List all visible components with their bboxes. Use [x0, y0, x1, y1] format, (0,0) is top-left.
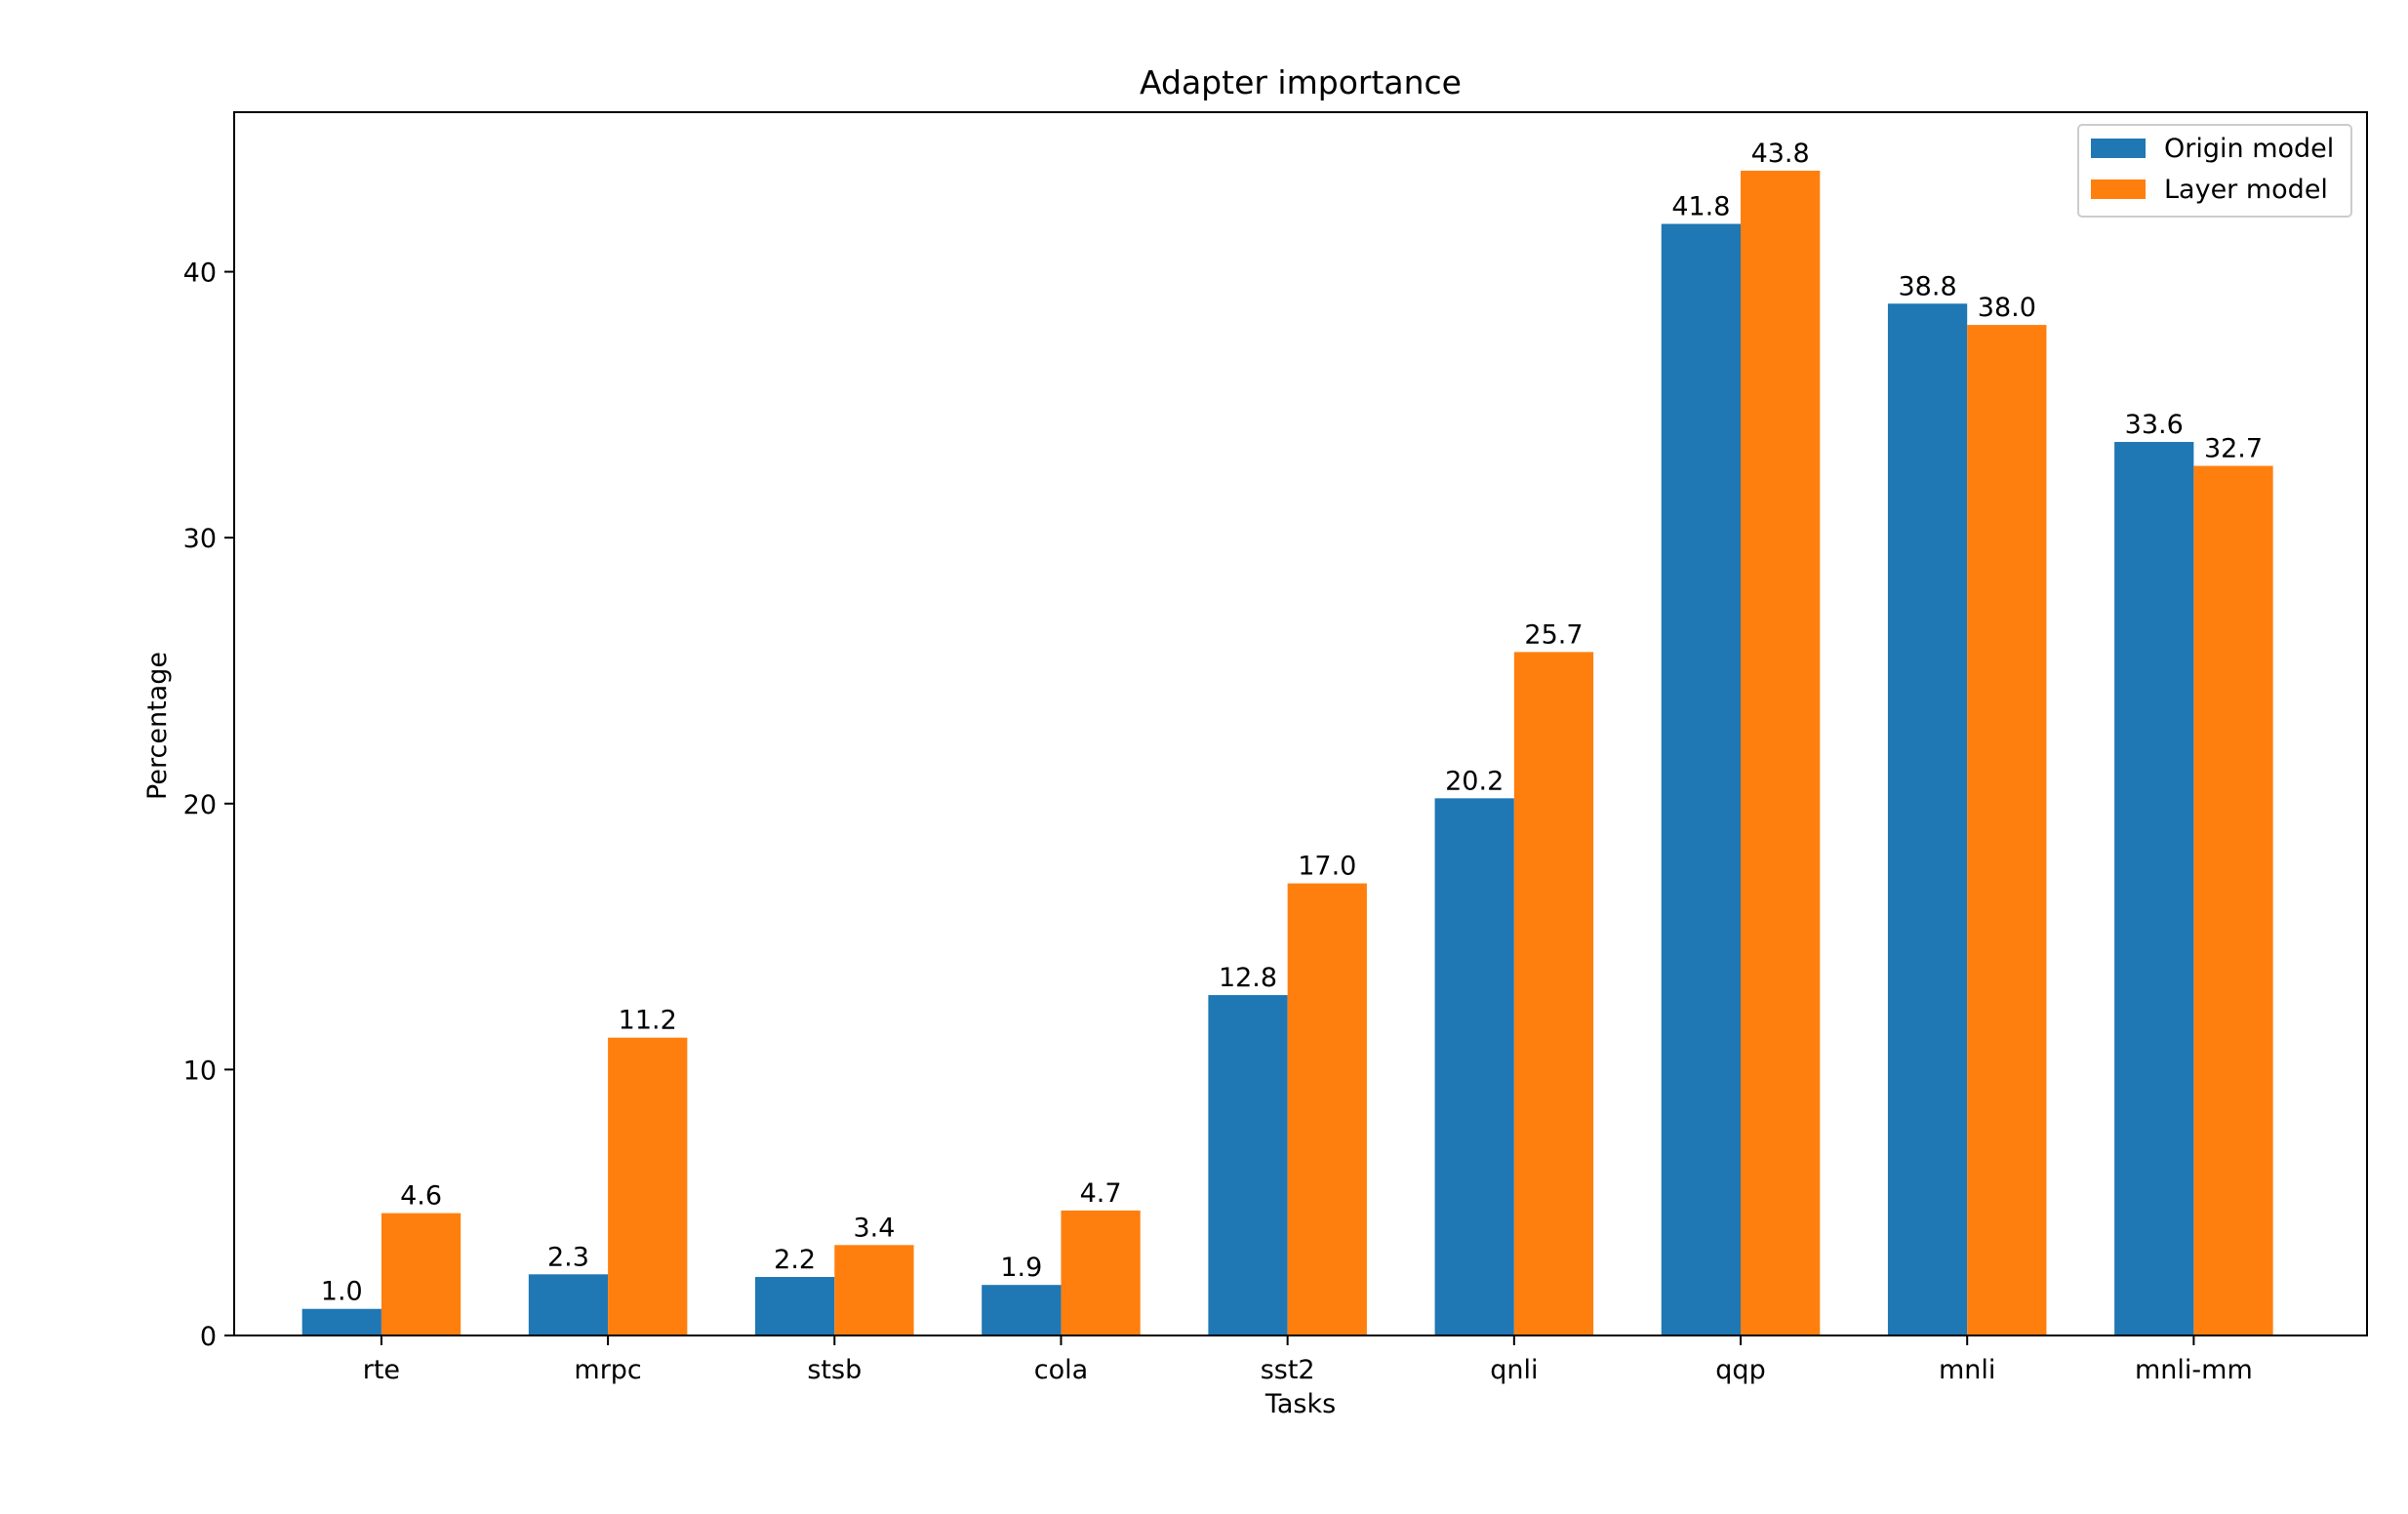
- bar-origin-model-qnli: [1434, 798, 1514, 1335]
- bar-origin-model-mnli: [1887, 303, 1968, 1335]
- legend-label-origin-model: Origin model: [2164, 134, 2334, 164]
- x-tick-label-qqp: qqp: [1715, 1355, 1765, 1385]
- data-label-origin-model-stsb: 2.2: [774, 1245, 816, 1275]
- x-tick-label-qnli: qnli: [1490, 1355, 1538, 1385]
- data-label-layer-model-mrpc: 11.2: [619, 1006, 677, 1036]
- y-axis-label: Percentage: [142, 652, 173, 800]
- data-label-layer-model-mnli-mm: 32.7: [2204, 434, 2263, 464]
- bar-origin-model-cola: [982, 1285, 1062, 1335]
- bars-layer: [301, 170, 2273, 1336]
- legend-swatch-layer-model: [2091, 179, 2146, 199]
- x-tick-label-stsb: stsb: [807, 1355, 862, 1385]
- x-axis-ticks: rte mrpc stsb cola sst2 qnli qqp mnli mnli-mm: [363, 1335, 2253, 1385]
- x-tick-label-rte: rte: [363, 1355, 400, 1385]
- bar-origin-model-mnli-mm: [2114, 442, 2194, 1335]
- x-axis-label: Tasks: [1264, 1389, 1336, 1419]
- data-label-origin-model-sst2: 12.8: [1219, 963, 1277, 993]
- y-tick-label-40: 40: [183, 259, 217, 289]
- bar-layer-model-qqp: [1741, 170, 1821, 1336]
- data-label-layer-model-cola: 4.7: [1080, 1178, 1122, 1209]
- x-tick-label-mnli: mnli: [1939, 1355, 1995, 1385]
- x-tick-label-mnli-mm: mnli-mm: [2135, 1355, 2253, 1385]
- bar-layer-model-stsb: [834, 1245, 914, 1335]
- bar-origin-model-stsb: [755, 1277, 835, 1335]
- data-label-origin-model-qqp: 41.8: [1671, 191, 1730, 221]
- data-labels-layer: 1.0 2.3 2.2 1.9 12.8 20.2 41.8 38.8 33.6 4.6 11.2 3…: [321, 139, 2263, 1307]
- data-label-layer-model-qnli: 25.7: [1524, 619, 1583, 650]
- y-tick-label-0: 0: [200, 1322, 217, 1352]
- data-label-layer-model-rte: 4.6: [400, 1181, 442, 1212]
- bar-layer-model-mnli-mm: [2193, 465, 2273, 1335]
- bar-origin-model-rte: [301, 1308, 381, 1335]
- data-label-origin-model-cola: 1.9: [1000, 1253, 1042, 1283]
- bar-layer-model-rte: [381, 1213, 462, 1335]
- bar-layer-model-cola: [1061, 1210, 1141, 1335]
- x-tick-label-mrpc: mrpc: [574, 1355, 641, 1385]
- data-label-origin-model-mnli-mm: 33.6: [2125, 410, 2184, 440]
- legend-label-layer-model: Layer model: [2164, 175, 2328, 205]
- data-label-layer-model-sst2: 17.0: [1298, 852, 1356, 882]
- bar-layer-model-sst2: [1287, 883, 1367, 1335]
- y-tick-label-10: 10: [183, 1056, 217, 1086]
- legend: Origin model Layer model: [2077, 124, 2352, 218]
- data-label-origin-model-qnli: 20.2: [1445, 766, 1504, 796]
- y-axis-ticks: 0 10 20 30 40: [183, 259, 234, 1352]
- legend-swatch-origin-model: [2091, 139, 2146, 158]
- data-label-origin-model-rte: 1.0: [321, 1277, 363, 1307]
- plot-area-frame: [233, 111, 2368, 1336]
- bar-origin-model-mrpc: [528, 1274, 609, 1335]
- x-tick-label-sst2: sst2: [1261, 1355, 1315, 1385]
- y-tick-label-20: 20: [183, 790, 217, 820]
- x-tick-label-cola: cola: [1034, 1355, 1088, 1385]
- bar-origin-model-sst2: [1208, 995, 1288, 1335]
- bar-layer-model-mrpc: [608, 1037, 688, 1335]
- chart-title: Adapter importance: [1140, 63, 1462, 101]
- bar-layer-model-qnli: [1513, 652, 1594, 1335]
- data-label-layer-model-qqp: 43.8: [1751, 139, 1810, 169]
- data-label-origin-model-mrpc: 2.3: [547, 1242, 589, 1272]
- data-label-layer-model-stsb: 3.4: [853, 1213, 895, 1243]
- y-tick-label-30: 30: [183, 524, 217, 554]
- bar-layer-model-mnli: [1967, 325, 2047, 1336]
- legend-box: [2077, 124, 2352, 218]
- data-label-origin-model-mnli: 38.8: [1899, 271, 1957, 301]
- data-label-layer-model-mnli: 38.0: [1978, 293, 2036, 323]
- bar-origin-model-qqp: [1661, 223, 1742, 1336]
